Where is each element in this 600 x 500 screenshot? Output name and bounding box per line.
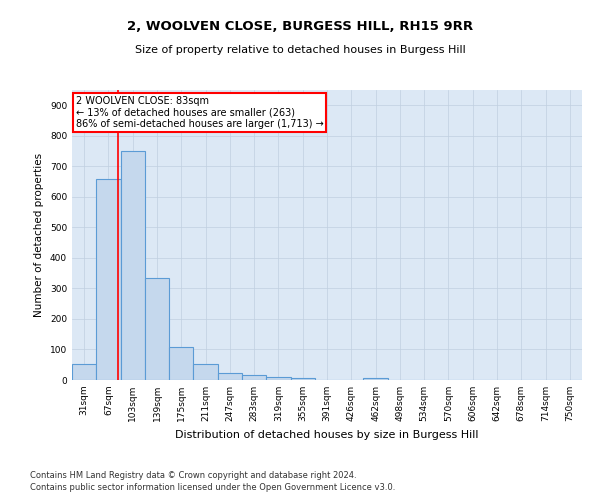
- Text: 2 WOOLVEN CLOSE: 83sqm
← 13% of detached houses are smaller (263)
86% of semi-de: 2 WOOLVEN CLOSE: 83sqm ← 13% of detached…: [76, 96, 323, 130]
- Bar: [242, 375, 266, 380]
- Bar: [121, 151, 145, 380]
- Bar: [72, 364, 96, 380]
- Bar: [169, 348, 193, 380]
- Bar: [290, 378, 315, 380]
- Bar: [364, 378, 388, 380]
- Text: Size of property relative to detached houses in Burgess Hill: Size of property relative to detached ho…: [134, 45, 466, 55]
- Text: 2, WOOLVEN CLOSE, BURGESS HILL, RH15 9RR: 2, WOOLVEN CLOSE, BURGESS HILL, RH15 9RR: [127, 20, 473, 33]
- Bar: [145, 278, 169, 380]
- Bar: [193, 364, 218, 380]
- X-axis label: Distribution of detached houses by size in Burgess Hill: Distribution of detached houses by size …: [175, 430, 479, 440]
- Y-axis label: Number of detached properties: Number of detached properties: [34, 153, 44, 317]
- Bar: [266, 376, 290, 380]
- Bar: [218, 374, 242, 380]
- Bar: [96, 178, 121, 380]
- Text: Contains public sector information licensed under the Open Government Licence v3: Contains public sector information licen…: [30, 484, 395, 492]
- Text: Contains HM Land Registry data © Crown copyright and database right 2024.: Contains HM Land Registry data © Crown c…: [30, 471, 356, 480]
